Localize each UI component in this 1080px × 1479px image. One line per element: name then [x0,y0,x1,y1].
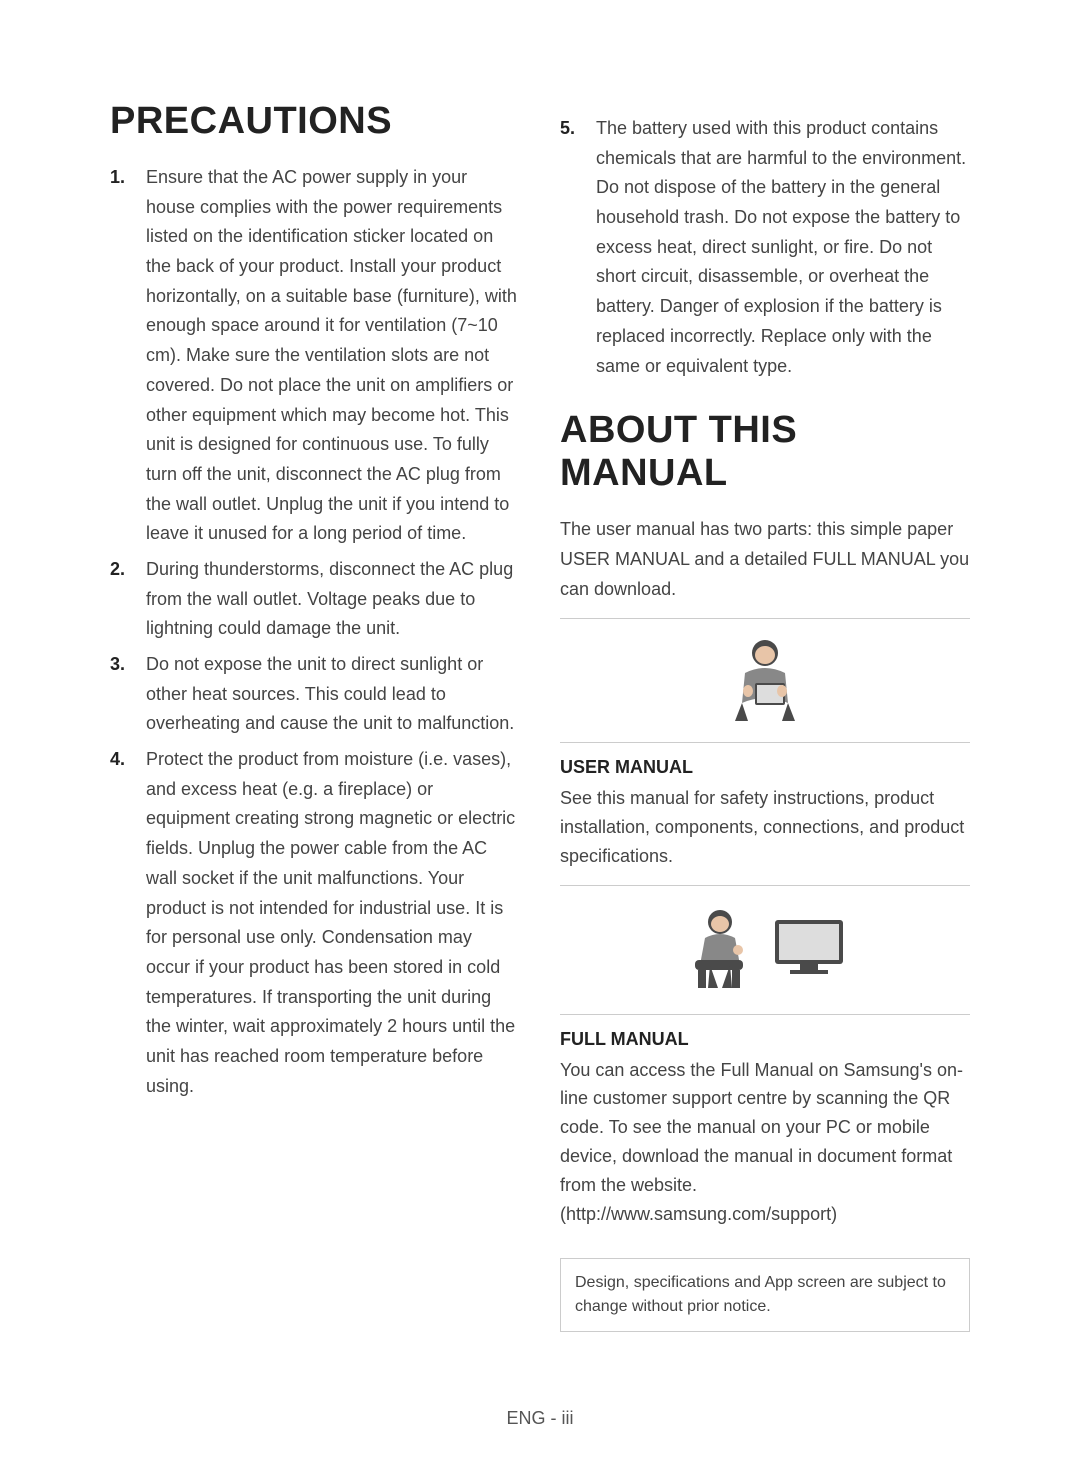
list-item: Protect the product from moisture (i.e. … [110,745,520,1101]
about-manual-intro: The user manual has two parts: this simp… [560,515,970,604]
list-item: The battery used with this product conta… [560,114,970,381]
person-with-tv-icon [680,900,850,995]
full-manual-section: FULL MANUAL You can access the Full Manu… [560,1014,970,1243]
precautions-list: Ensure that the AC power supply in your … [110,163,520,1101]
full-manual-illustration-block [560,885,970,1014]
precautions-heading: PRECAUTIONS [110,100,520,143]
user-manual-illustration-block [560,618,970,742]
right-column: The battery used with this product conta… [560,100,970,1332]
left-column: PRECAUTIONS Ensure that the AC power sup… [110,100,520,1332]
user-manual-title: USER MANUAL [560,757,970,778]
notice-box: Design, specifications and App screen ar… [560,1258,970,1332]
precautions-list-continued: The battery used with this product conta… [560,114,970,381]
full-manual-title: FULL MANUAL [560,1029,970,1050]
page-footer: ENG - iii [0,1408,1080,1429]
person-reading-icon [700,633,830,723]
list-item: During thunderstorms, disconnect the AC … [110,555,520,644]
list-item: Do not expose the unit to direct sunligh… [110,650,520,739]
list-item: Ensure that the AC power supply in your … [110,163,520,549]
user-manual-text: See this manual for safety instructions,… [560,784,970,870]
user-manual-section: USER MANUAL See this manual for safety i… [560,742,970,884]
full-manual-text: You can access the Full Manual on Samsun… [560,1056,970,1229]
about-manual-heading: ABOUT THIS MANUAL [560,409,970,495]
